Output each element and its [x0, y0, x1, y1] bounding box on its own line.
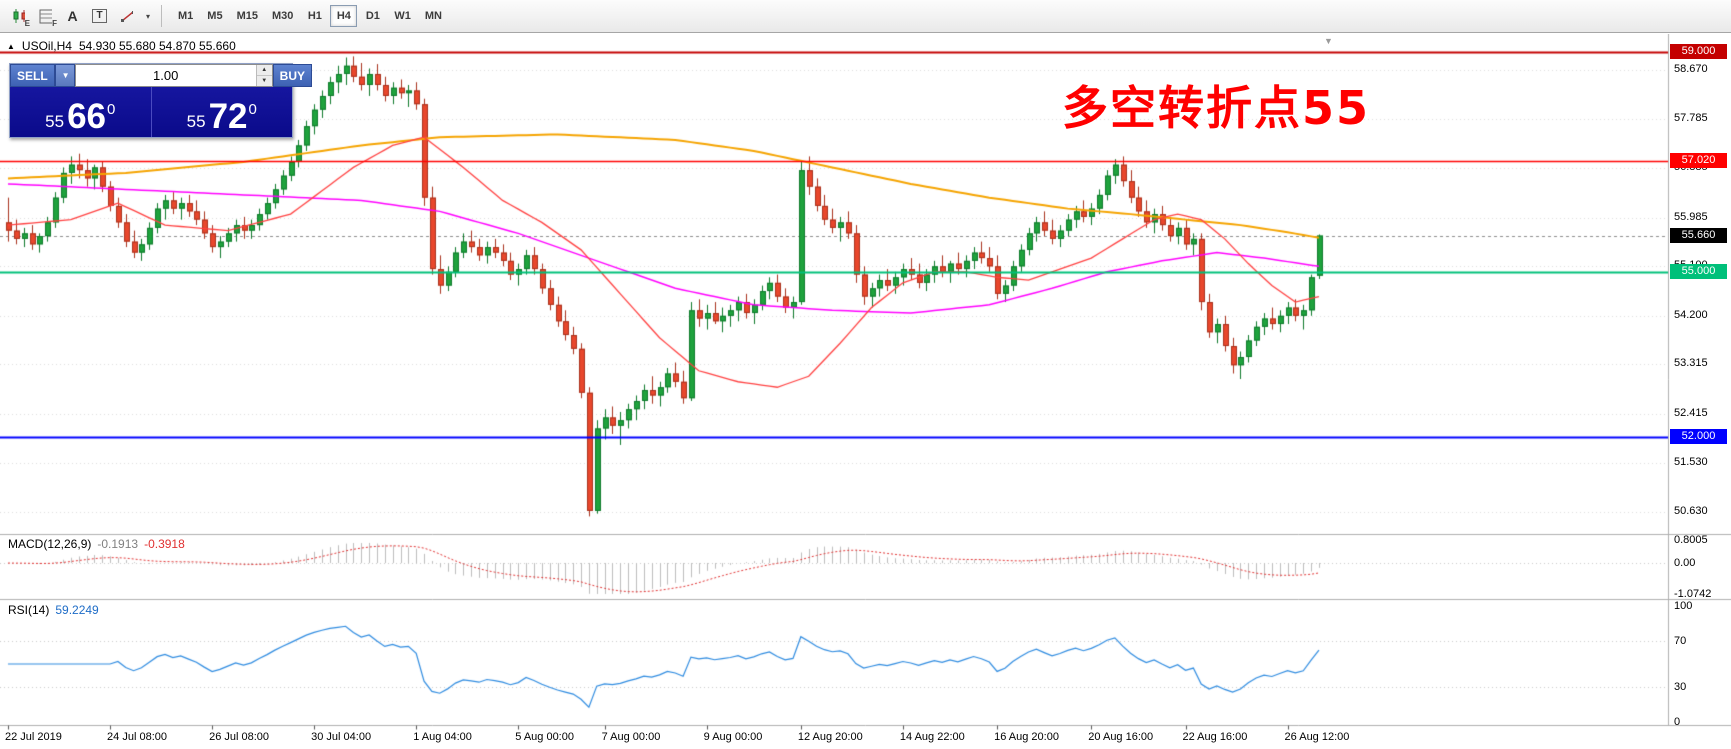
time-axis-label: 7 Aug 00:00 [601, 731, 661, 743]
buy-price-display[interactable]: 55 72 0 [152, 87, 293, 137]
timeframe-toolbar: M1 M5 M15 M30 H1 H4 D1 W1 MN [171, 5, 449, 27]
sell-price-prefix: 55 [45, 111, 65, 131]
price-axis-label: 57.785 [1674, 111, 1708, 124]
rsi-axis-label: 70 [1674, 634, 1687, 647]
volume-spinner: ▲ ▼ [255, 65, 272, 86]
buy-price-big: 72 [208, 97, 248, 137]
timeframe-button-m1[interactable]: M1 [172, 5, 199, 27]
buy-price-sup: 0 [248, 101, 257, 118]
top-toolbar: E F A T ▾ M1 M5 M15 M30 H1 H4 D1 W1 MN [0, 0, 1731, 33]
time-axis-label: 26 Aug 12:00 [1284, 731, 1350, 743]
sell-price-sup: 0 [107, 101, 116, 118]
timeframe-button-d1[interactable]: D1 [359, 5, 386, 27]
sell-price-big: 66 [67, 97, 106, 137]
text-label-tool-icon[interactable]: T [86, 3, 113, 29]
volume-field: ▲ ▼ [74, 64, 273, 87]
macd-axis-label: -1.0742 [1674, 588, 1712, 600]
price-axis-label: 52.415 [1674, 406, 1708, 419]
price-marker-label: 57.020 [1670, 152, 1727, 168]
macd-value: -0.1913 [97, 537, 139, 551]
buy-button[interactable]: BUY [272, 64, 313, 87]
price-axis-label: 54.200 [1674, 308, 1708, 321]
ohlc-values: 54.930 55.680 54.870 55.660 [78, 39, 236, 53]
time-axis-label: 5 Aug 00:00 [515, 731, 574, 743]
rsi-label: RSI(14) [8, 603, 50, 617]
macd-axis-label: 0.00 [1674, 557, 1696, 570]
macd-indicator-title: MACD(12,26,9) -0.1913 -0.3918 [8, 537, 185, 551]
timeframe-button-h1[interactable]: H1 [301, 5, 328, 27]
grid-chart-icon[interactable]: F [32, 3, 59, 29]
rsi-indicator-title: RSI(14) 59.2249 [8, 603, 99, 617]
time-axis-label: 9 Aug 00:00 [703, 731, 763, 743]
font-tool-icon[interactable]: A [59, 3, 86, 29]
rsi-axis-label: 30 [1674, 681, 1687, 694]
line-studies-icon[interactable] [113, 3, 140, 29]
time-axis-label: 26 Jul 08:00 [209, 731, 270, 743]
time-axis-label: 1 Aug 04:00 [413, 731, 472, 743]
chart-annotation: 多空转折点55 [1062, 81, 1371, 135]
candlestick-chart-icon[interactable]: E [5, 3, 32, 29]
volume-dropdown-button[interactable]: ▼ [54, 64, 75, 87]
price-axis-label: 51.530 [1674, 455, 1708, 468]
rsi-value: 59.2249 [55, 603, 99, 617]
price-axis-label: 55.985 [1674, 210, 1708, 223]
macd-label: MACD(12,26,9) [8, 537, 92, 551]
price-marker-label: 55.660 [1670, 227, 1727, 243]
symbol-label: USOil,H4 [21, 39, 72, 53]
collapse-arrow-icon[interactable]: ▲ [7, 41, 15, 51]
volume-increment-button[interactable]: ▲ [256, 65, 272, 76]
chart-tool-icons: E F A T ▾ [5, 3, 152, 29]
line-studies-caret-icon[interactable]: ▾ [140, 11, 152, 22]
price-axis-label: 53.315 [1674, 357, 1708, 370]
time-axis-label: 22 Jul 2019 [5, 731, 62, 743]
time-axis-label: 22 Aug 16:00 [1182, 731, 1248, 743]
time-axis-label: 24 Jul 08:00 [107, 731, 167, 743]
order-controls-row: SELL ▼ ▲ ▼ BUY [10, 64, 313, 87]
volume-decrement-button[interactable]: ▼ [256, 76, 272, 86]
one-click-trading-panel: SELL ▼ ▲ ▼ BUY 55 66 0 55 72 0 [9, 63, 313, 138]
bid-ask-display: 55 66 0 55 72 0 [10, 87, 292, 137]
chart-title: ▲ USOil,H4 54.930 55.680 54.870 55.660 [7, 39, 236, 53]
rsi-axis-label: 100 [1674, 600, 1693, 612]
time-axis-label: 30 Jul 04:00 [311, 731, 372, 743]
time-axis-label: 14 Aug 22:00 [899, 731, 965, 743]
macd-axis-label: 0.8005 [1674, 534, 1708, 546]
timeframe-button-mn[interactable]: MN [419, 5, 448, 27]
timeframe-button-w1[interactable]: W1 [388, 5, 417, 27]
volume-input[interactable] [75, 65, 256, 86]
rsi-axis-label: 0 [1674, 716, 1681, 728]
timeframe-button-m5[interactable]: M5 [201, 5, 228, 27]
price-marker-label: 52.000 [1670, 428, 1727, 444]
chart-shift-marker-icon[interactable]: ▼ [1324, 36, 1333, 46]
toolbar-separator [161, 5, 162, 27]
sell-price-display[interactable]: 55 66 0 [10, 87, 152, 137]
timeframe-button-h4[interactable]: H4 [330, 5, 358, 27]
sell-button[interactable]: SELL [10, 64, 55, 87]
price-axis-label: 58.670 [1674, 63, 1708, 76]
time-axis-label: 20 Aug 16:00 [1088, 731, 1154, 743]
time-axis-label: 16 Aug 20:00 [994, 731, 1059, 743]
price-marker-label: 55.000 [1670, 263, 1727, 279]
chart-canvas[interactable] [0, 34, 1731, 749]
time-axis-label: 12 Aug 20:00 [797, 731, 863, 743]
price-axis-label: 50.630 [1674, 504, 1708, 517]
buy-price-prefix: 55 [186, 111, 206, 131]
timeframe-button-m15[interactable]: M15 [231, 5, 264, 27]
macd-signal-value: -0.3918 [144, 537, 185, 551]
timeframe-button-m30[interactable]: M30 [266, 5, 299, 27]
price-marker-label: 59.000 [1670, 44, 1727, 59]
chart-area: ▲ USOil,H4 54.930 55.680 54.870 55.660 ▼… [0, 34, 1731, 749]
